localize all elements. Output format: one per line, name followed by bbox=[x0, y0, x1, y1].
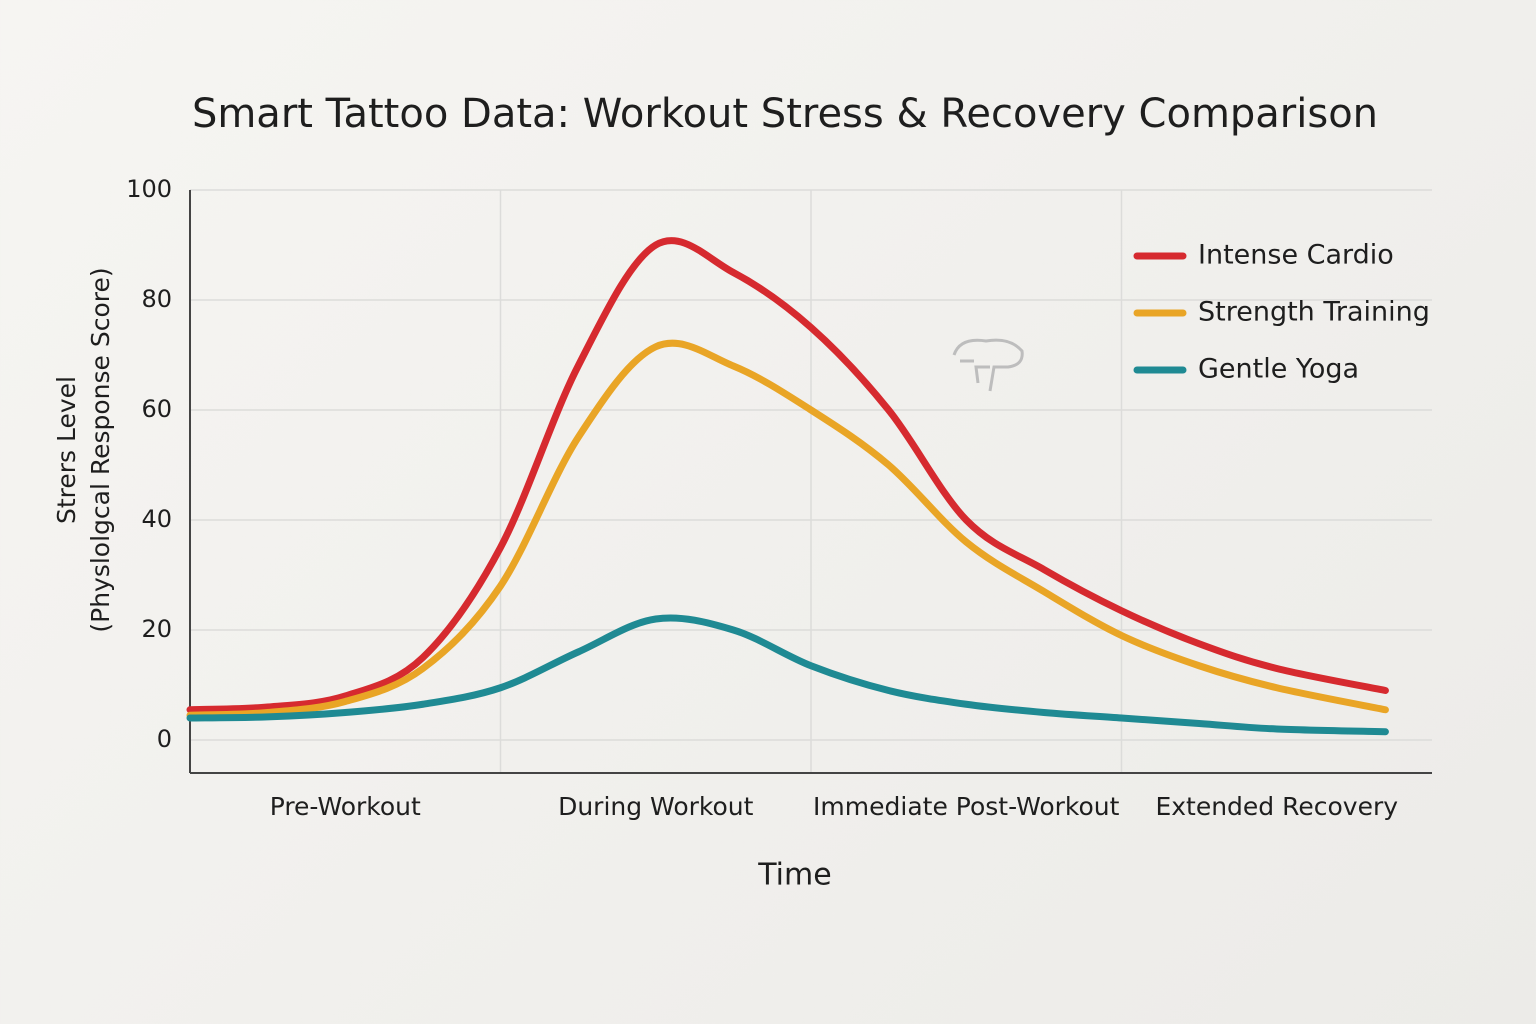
y-tick-label: 0 bbox=[157, 725, 172, 753]
x-axis-label: Time bbox=[757, 858, 831, 893]
legend: Intense Cardio Strength Training Gentle Yo… bbox=[1133, 240, 1430, 385]
y-tick-label: 100 bbox=[126, 175, 172, 203]
y-tick-label: 60 bbox=[141, 395, 172, 423]
chart-title: Smart Tattoo Data: Workout Stress & Reco… bbox=[192, 91, 1378, 137]
y-axis-label-line: (Physlolgcal Response Score) bbox=[86, 267, 115, 632]
legend-label: Intense Cardio bbox=[1198, 240, 1394, 271]
x-tick-label: Pre-Workout bbox=[270, 792, 421, 821]
x-tick-label: Extended Recovery bbox=[1155, 792, 1398, 821]
y-axis-label-line: Strers Level bbox=[52, 376, 81, 524]
series-line bbox=[186, 339, 1389, 719]
legend-label: Strength Training bbox=[1198, 297, 1430, 328]
grid bbox=[190, 189, 1432, 773]
x-tick-label: Immediate Post-Workout bbox=[813, 792, 1120, 821]
y-axis-label: Strers Level (Physlolgcal Response Score… bbox=[52, 267, 115, 632]
series-line bbox=[186, 237, 1389, 714]
y-tick-label: 20 bbox=[141, 615, 172, 643]
y-tick-label: 80 bbox=[141, 285, 172, 313]
y-tick-label: 40 bbox=[141, 505, 172, 533]
watermark-icon bbox=[952, 338, 1024, 392]
legend-label: Gentle Yoga bbox=[1198, 354, 1359, 385]
series-line bbox=[186, 614, 1389, 736]
x-tick-label: During Workout bbox=[558, 792, 754, 821]
